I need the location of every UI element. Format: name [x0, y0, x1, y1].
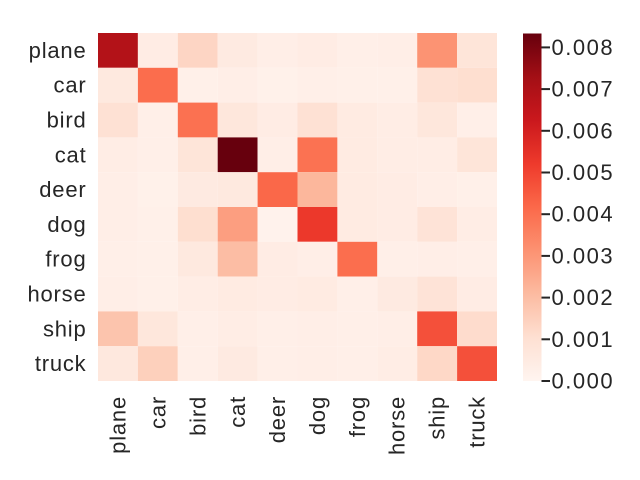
svg-text:car: car [145, 396, 170, 429]
svg-text:deer: deer [265, 396, 290, 443]
svg-text:cat: cat [55, 142, 87, 167]
svg-text:horse: horse [27, 282, 86, 307]
svg-text:0.008: 0.008 [552, 35, 615, 60]
svg-text:0.004: 0.004 [552, 202, 615, 227]
svg-text:deer: deer [39, 177, 86, 202]
svg-text:cat: cat [225, 396, 250, 428]
svg-text:dog: dog [47, 212, 86, 237]
svg-text:0.005: 0.005 [552, 160, 615, 185]
svg-text:ship: ship [43, 316, 87, 341]
svg-text:horse: horse [385, 396, 410, 455]
svg-text:bird: bird [47, 108, 87, 133]
svg-text:0.003: 0.003 [552, 243, 615, 268]
svg-text:0.001: 0.001 [552, 327, 615, 352]
svg-text:plane: plane [29, 38, 87, 63]
svg-text:0.007: 0.007 [552, 77, 615, 102]
svg-text:0.000: 0.000 [552, 369, 615, 394]
svg-text:frog: frog [345, 396, 370, 437]
svg-text:truck: truck [35, 351, 87, 376]
svg-text:bird: bird [185, 396, 210, 436]
svg-text:dog: dog [305, 396, 330, 435]
svg-text:0.006: 0.006 [552, 118, 615, 143]
svg-text:0.002: 0.002 [552, 285, 615, 310]
svg-text:truck: truck [465, 396, 490, 448]
svg-text:frog: frog [45, 247, 86, 272]
svg-text:car: car [54, 73, 87, 98]
svg-text:ship: ship [425, 396, 450, 440]
svg-text:plane: plane [106, 396, 131, 454]
